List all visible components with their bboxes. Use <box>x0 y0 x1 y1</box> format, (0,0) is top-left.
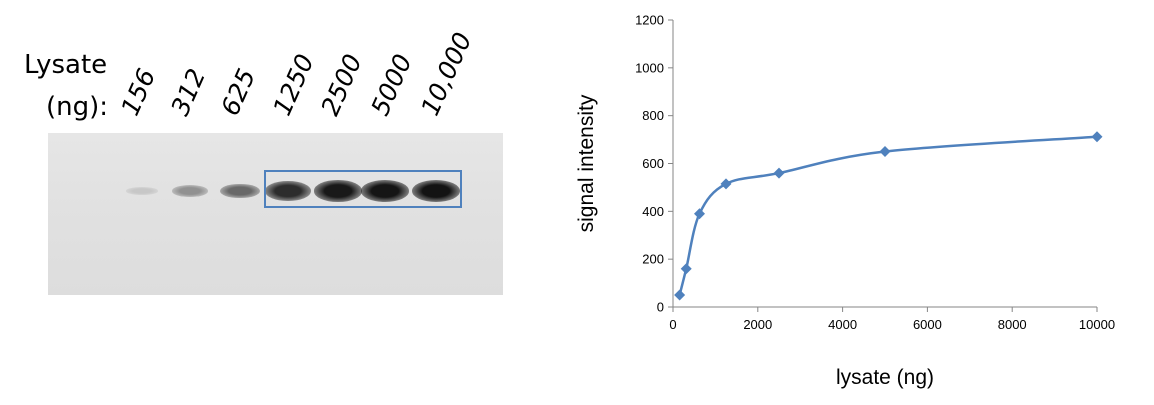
data-point-marker <box>694 208 705 220</box>
data-point-marker <box>680 263 692 275</box>
x-ticks: 0 2000 4000 6000 8000 10000 <box>669 307 1115 332</box>
linear-range-highlight-box <box>264 170 462 208</box>
chart-svg: 0 200 400 600 800 1000 1200 0 2000 4000 6000 8000 1… <box>575 13 1115 390</box>
series-line <box>678 135 1098 296</box>
blot-band <box>361 180 409 202</box>
lane-label: 312 <box>165 64 212 120</box>
data-point-marker <box>720 178 732 190</box>
blot-band <box>171 185 209 197</box>
data-point-marker <box>879 146 891 158</box>
data-point-marker <box>1091 131 1103 143</box>
blot-band <box>314 180 362 202</box>
x-tick-label: 6000 <box>913 317 942 332</box>
lane-label: 5000 <box>365 49 418 120</box>
x-axis-title: lysate (ng) <box>836 366 934 389</box>
y-tick-label: 400 <box>642 204 664 219</box>
y-tick-label: 0 <box>657 300 664 315</box>
data-point-marker <box>773 167 785 179</box>
series-markers <box>674 131 1103 301</box>
x-tick-label: 4000 <box>828 317 857 332</box>
lane-label: 1250 <box>267 49 320 120</box>
blot-band <box>412 180 460 202</box>
x-tick-label: 0 <box>669 317 676 332</box>
x-tick-label: 10000 <box>1079 317 1115 332</box>
y-tick-label: 1200 <box>635 13 664 28</box>
lane-label: 156 <box>115 64 162 120</box>
lane-label: 10,000 <box>415 28 478 120</box>
blot-band <box>265 181 311 201</box>
y-tick-label: 200 <box>642 252 664 267</box>
blot-image <box>48 133 503 295</box>
lane-label: 625 <box>215 64 262 120</box>
western-blot-panel: Lysate (ng): 156 312 625 1250 2500 5000 10,000 <box>0 0 520 405</box>
y-tick-label: 800 <box>642 108 664 123</box>
y-tick-label: 1000 <box>635 60 664 75</box>
lysate-label-line2: (ng): <box>46 92 109 122</box>
signal-chart: 0 200 400 600 800 1000 1200 0 2000 4000 6000 8000 1… <box>560 0 1154 405</box>
lysate-label-line1: Lysate <box>24 50 108 80</box>
y-ticks: 0 200 400 600 800 1000 1200 <box>635 13 673 315</box>
data-point-marker <box>674 289 686 301</box>
blot-band <box>220 183 260 199</box>
lane-label: 2500 <box>315 49 368 120</box>
y-axis-title: signal intensity <box>575 94 598 232</box>
x-tick-label: 2000 <box>743 317 772 332</box>
blot-band <box>126 187 158 195</box>
y-tick-label: 600 <box>642 156 664 171</box>
chart-axes <box>672 20 1097 308</box>
x-tick-label: 8000 <box>998 317 1027 332</box>
